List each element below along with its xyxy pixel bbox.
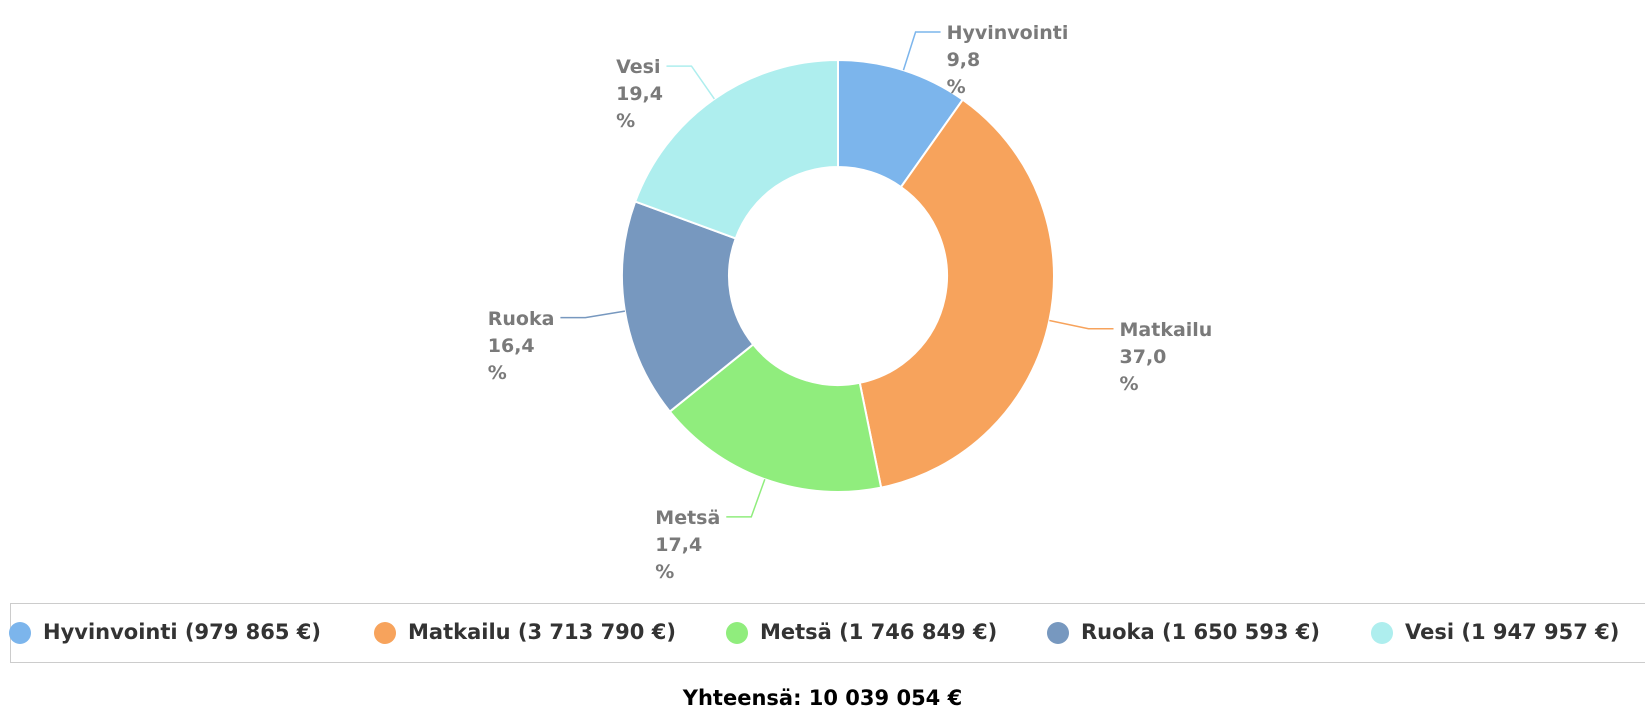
data-label: Metsä 17,4 % — [655, 505, 720, 586]
connector — [726, 478, 766, 518]
total: Yhteensä: 10 039 054 € — [682, 686, 963, 710]
legend-label: Vesi (1 947 957 €) — [1405, 620, 1620, 644]
data-label: Hyvinvointi 9,8 % — [947, 20, 1069, 101]
label-value: 37,0 % — [1119, 345, 1167, 395]
legend-item[interactable]: Vesi (1 947 957 €) — [1371, 620, 1620, 644]
data-label: Ruoka 16,4 % — [488, 306, 555, 387]
legend-item[interactable]: Hyvinvointi (979 865 €) — [9, 620, 322, 644]
legend-item[interactable]: Ruoka (1 650 593 €) — [1047, 620, 1321, 644]
label-value: 9,8 % — [946, 49, 981, 99]
legend-symbol — [726, 622, 748, 644]
slice — [858, 98, 1055, 489]
label-value: 17,4 % — [655, 533, 703, 583]
data-label: Matkailu 37,0 % — [1120, 317, 1213, 398]
legend-label: Hyvinvointi (979 865 €) — [43, 620, 322, 644]
slice — [633, 58, 839, 240]
legend-label: Matkailu (3 713 790 €) — [408, 620, 676, 644]
legend-item[interactable]: Matkailu (3 713 790 €) — [374, 620, 676, 644]
slice — [668, 343, 883, 493]
chart — [560, 31, 1114, 518]
legend-symbol — [9, 622, 31, 644]
legend-item[interactable]: Metsä (1 746 849 €) — [726, 620, 998, 644]
label-name: Vesi — [616, 56, 661, 79]
label-name: Ruoka — [487, 307, 555, 330]
legend-symbol — [374, 622, 396, 644]
legend-symbol — [1047, 622, 1069, 644]
label-name: Matkailu — [1119, 318, 1213, 341]
connector — [666, 65, 715, 100]
legend-label: Ruoka (1 650 593 €) — [1081, 620, 1321, 644]
legend-label: Metsä (1 746 849 €) — [760, 620, 998, 644]
slice — [621, 200, 755, 413]
label-name: Hyvinvointi — [946, 22, 1069, 45]
connector — [1049, 319, 1114, 330]
connector — [902, 31, 941, 71]
data-label: Vesi 19,4 % — [616, 54, 663, 135]
connector — [560, 310, 625, 319]
label-name: Metsä — [655, 506, 721, 529]
label-value: 16,4 % — [487, 334, 535, 384]
label-value: 19,4 % — [616, 83, 663, 133]
legend: Hyvinvointi (979 865 €) Matkailu (3 713 7… — [9, 603, 1645, 663]
legend-symbol — [1371, 622, 1393, 644]
